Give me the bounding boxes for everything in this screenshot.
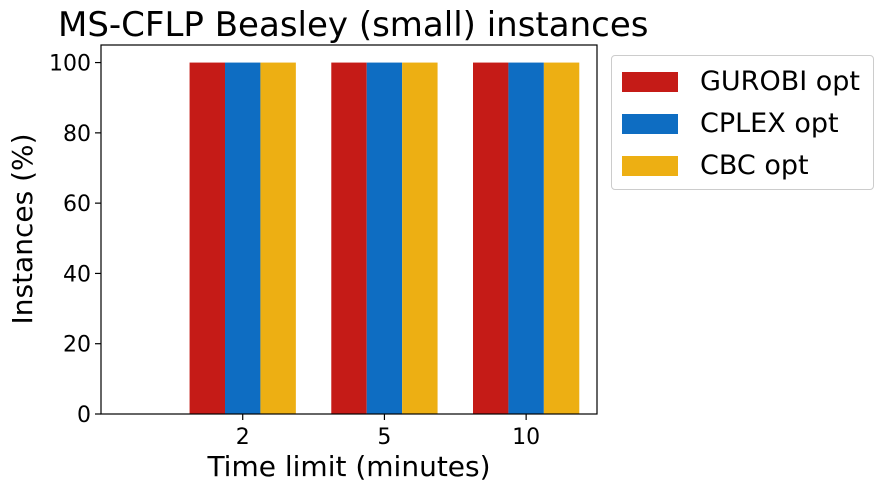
bar-cplex-opt-5 [366, 62, 403, 414]
bar-cplex-opt-2 [225, 62, 261, 414]
bar-cbc-opt-2 [260, 62, 296, 414]
legend-item-cbc: CBC opt [622, 152, 809, 179]
bar-cplex-opt-10 [508, 62, 544, 414]
legend-swatch-cplex [622, 113, 678, 134]
y-axis-label: Instances (%) [6, 133, 39, 324]
legend-label-cplex: CPLEX opt [700, 108, 839, 139]
y-tick-label: 80 [63, 122, 91, 147]
y-tick-label: 100 [49, 52, 91, 77]
y-tick-label: 60 [63, 192, 91, 217]
y-axis: 0 20 40 60 80 100 [49, 52, 101, 428]
x-axis: 2 5 10 [236, 414, 540, 450]
legend-item-cplex: CPLEX opt [622, 110, 839, 137]
x-tick-label: 5 [377, 425, 391, 450]
bar-cbc-opt-10 [543, 62, 580, 414]
y-tick-label: 40 [63, 262, 91, 287]
bars-group [189, 62, 580, 414]
legend-label-gurobi: GUROBI opt [700, 66, 861, 97]
legend: GUROBI opt CPLEX opt CBC opt [611, 55, 874, 190]
x-tick-label: 2 [236, 425, 250, 450]
bar-gurobi-opt-5 [331, 62, 367, 414]
x-tick-label: 10 [512, 425, 540, 450]
legend-label-cbc: CBC opt [700, 150, 809, 181]
y-tick-label: 0 [77, 403, 91, 428]
bar-gurobi-opt-2 [189, 62, 225, 414]
bar-cbc-opt-5 [402, 62, 438, 414]
chart-title: MS-CFLP Beasley (small) instances [58, 5, 648, 45]
legend-swatch-gurobi [622, 71, 678, 92]
legend-swatch-cbc [622, 155, 678, 176]
plot-frame [100, 44, 598, 415]
legend-item-gurobi: GUROBI opt [622, 68, 860, 95]
y-tick-label: 20 [63, 333, 91, 358]
bar-gurobi-opt-10 [473, 62, 509, 414]
x-axis-label: Time limit (minutes) [206, 450, 490, 483]
